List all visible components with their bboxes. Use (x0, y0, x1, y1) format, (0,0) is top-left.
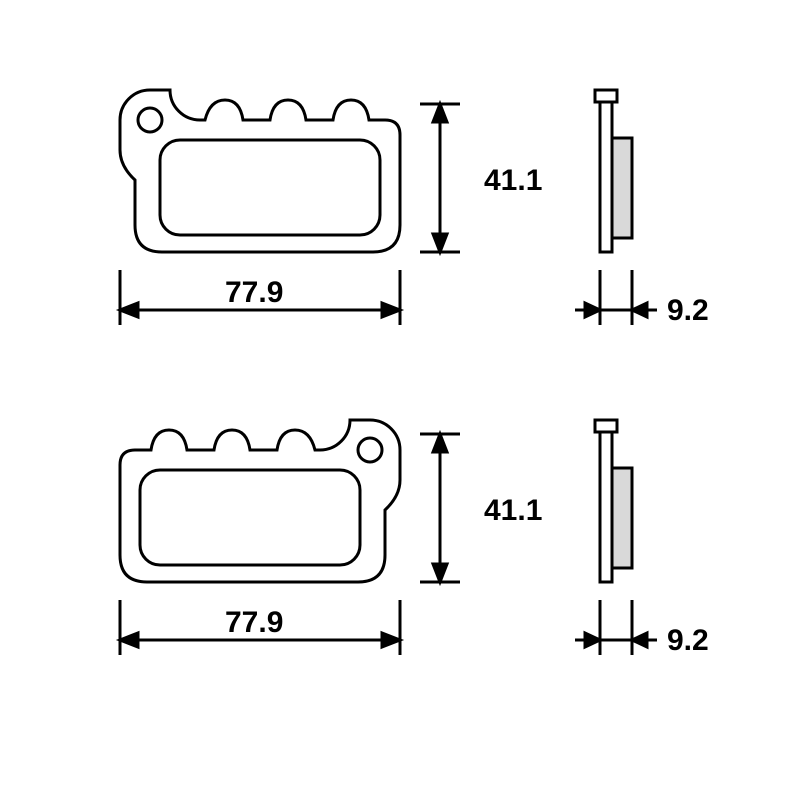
dim-bottom-width-label: 77.9 (225, 606, 283, 639)
dim-top-height-label: 41.1 (484, 164, 542, 197)
pad-top-front-view (120, 90, 400, 252)
dim-top-height (420, 104, 460, 252)
dim-top-thickness-label: 9.2 (667, 294, 709, 327)
dim-bottom-thickness-label: 9.2 (667, 624, 709, 657)
dim-bottom-height (420, 434, 460, 582)
pad-top-side-view (595, 90, 632, 252)
pad-bottom-front-view-actual (120, 420, 400, 582)
brake-pad-diagram: 41.1 77.9 9.2 (0, 0, 800, 800)
dim-bottom-thickness (575, 600, 657, 655)
pad-bottom-side-view (595, 420, 632, 582)
dim-top-thickness (575, 270, 657, 325)
dim-top-width-label: 77.9 (225, 276, 283, 309)
dim-bottom-height-label: 41.1 (484, 494, 542, 527)
